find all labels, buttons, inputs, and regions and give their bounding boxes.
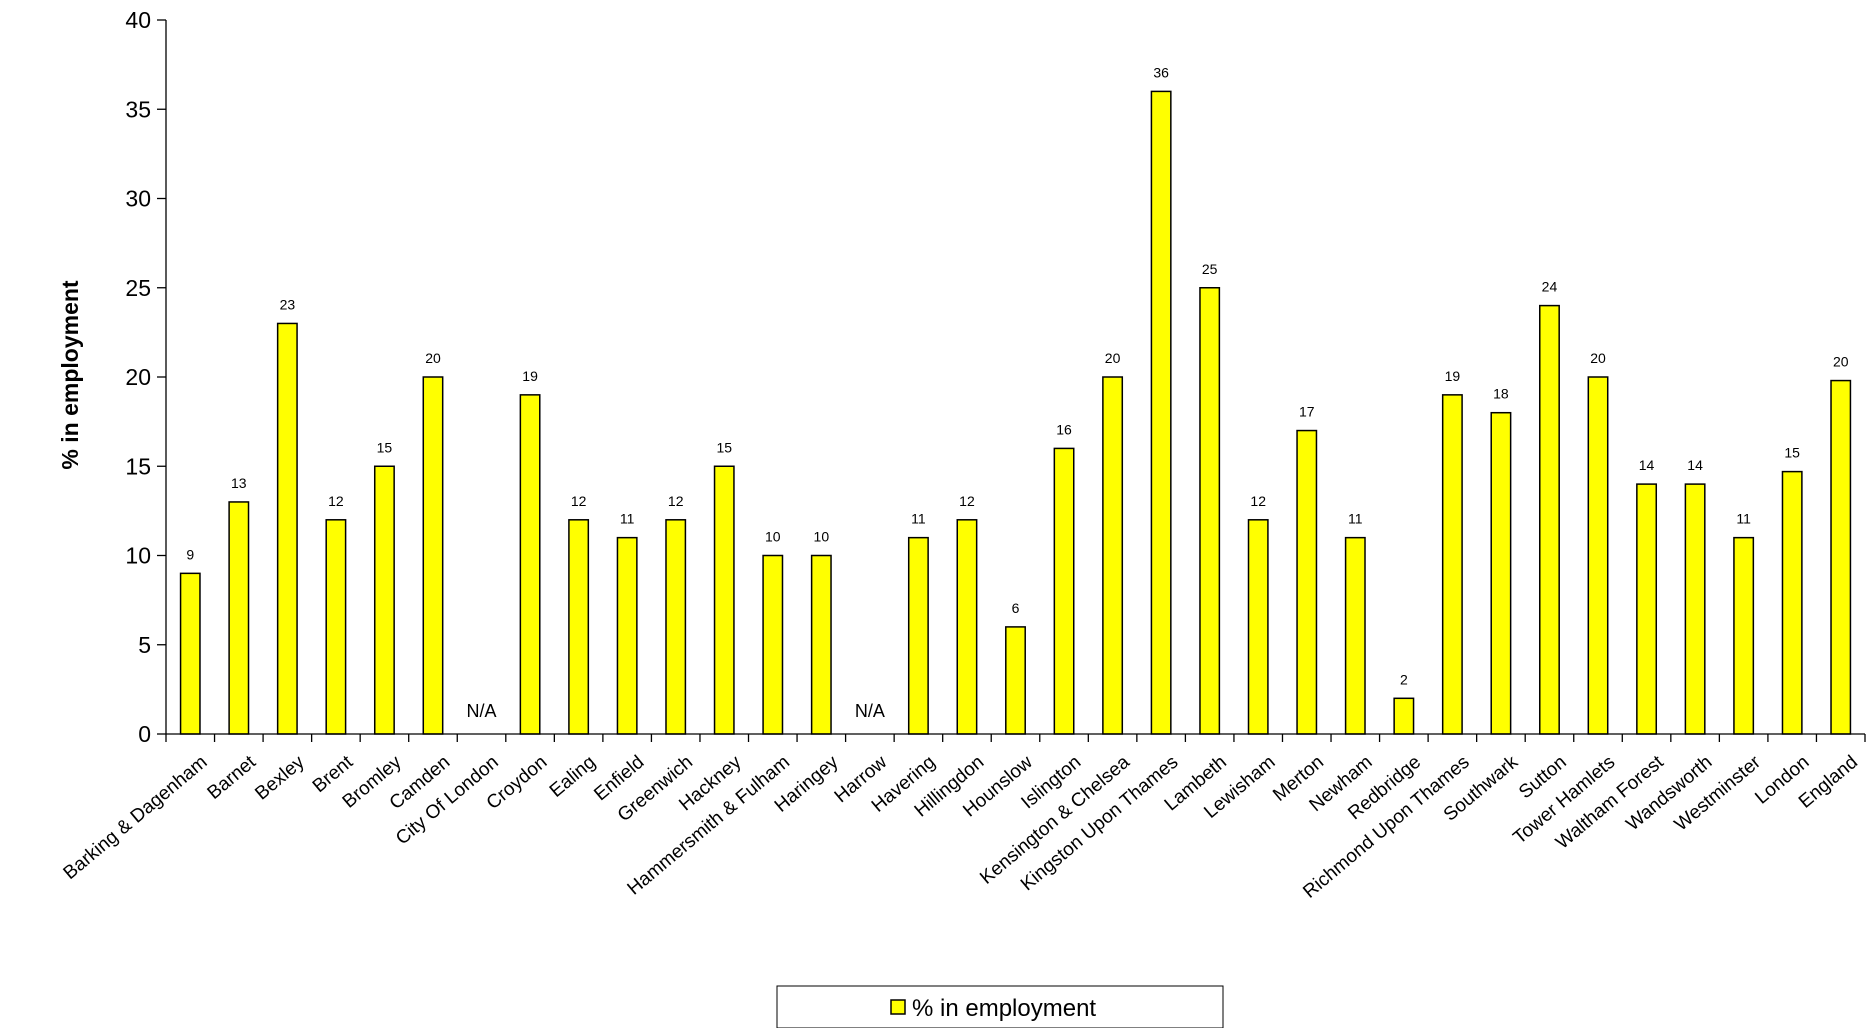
bar-value-label-na: N/A bbox=[467, 701, 497, 721]
bar-value-label: 11 bbox=[911, 511, 926, 527]
bar bbox=[1053, 447, 1075, 735]
bar bbox=[1247, 519, 1269, 735]
y-tick-label: 5 bbox=[138, 632, 151, 658]
bar-value-label: 25 bbox=[1202, 261, 1218, 277]
bar bbox=[179, 572, 201, 735]
bar-value-label: 20 bbox=[1105, 350, 1121, 366]
x-category-label: Barnet bbox=[204, 751, 261, 804]
bar-value-label: 15 bbox=[1784, 445, 1800, 461]
y-tick-label: 30 bbox=[125, 186, 151, 212]
bar bbox=[1441, 394, 1463, 735]
bar bbox=[1102, 376, 1124, 735]
bar bbox=[956, 519, 978, 735]
bar-value-label-na: N/A bbox=[855, 701, 885, 721]
bar-value-label: 11 bbox=[1348, 511, 1363, 527]
bar bbox=[1636, 483, 1658, 735]
bar bbox=[568, 519, 590, 735]
bar-value-label: 23 bbox=[280, 296, 296, 312]
y-tick-label: 25 bbox=[125, 275, 151, 301]
bar bbox=[1587, 376, 1609, 735]
bars-group bbox=[179, 90, 1852, 735]
y-tick-label: 15 bbox=[125, 453, 151, 479]
bar-value-label: 20 bbox=[1590, 350, 1606, 366]
bar bbox=[713, 465, 735, 735]
bar bbox=[616, 536, 638, 735]
data-labels-group: 9 13 23 12 15 20 N/A 19 12 11 12 15 10 10 N/A 11 12 6 16 20… bbox=[186, 64, 1848, 721]
bar bbox=[1199, 287, 1221, 735]
bar bbox=[276, 322, 298, 735]
bar-value-label: 10 bbox=[814, 529, 830, 545]
y-tick-label: 35 bbox=[125, 96, 151, 122]
bar bbox=[1344, 536, 1366, 735]
bar-value-label: 20 bbox=[425, 350, 441, 366]
bar bbox=[422, 376, 444, 735]
bar bbox=[1539, 304, 1560, 735]
legend-box bbox=[776, 985, 1224, 1028]
y-tick-label: 0 bbox=[138, 721, 151, 747]
bar-value-label: 20 bbox=[1833, 354, 1849, 370]
bar bbox=[1781, 470, 1803, 735]
x-category-label: Barking & Dagenham bbox=[60, 752, 212, 884]
bar-value-label: 12 bbox=[1250, 493, 1266, 509]
bar bbox=[907, 536, 929, 735]
bar-value-label: 14 bbox=[1639, 457, 1655, 473]
bar bbox=[1830, 379, 1852, 735]
bar-value-label: 6 bbox=[1012, 600, 1020, 616]
bar-value-label: 15 bbox=[716, 439, 732, 455]
bar bbox=[373, 465, 395, 735]
bar bbox=[1684, 483, 1706, 735]
bar-value-label: 12 bbox=[668, 493, 684, 509]
legend: % in employment bbox=[776, 985, 1224, 1028]
bar-value-label: 15 bbox=[377, 439, 393, 455]
bar bbox=[762, 554, 784, 735]
bar-value-label: 9 bbox=[186, 546, 194, 562]
bar-value-label: 11 bbox=[620, 511, 635, 527]
bar bbox=[325, 519, 347, 735]
y-tick-label: 20 bbox=[125, 364, 151, 390]
y-tick-label: 40 bbox=[125, 7, 151, 33]
x-category-label: Bexley bbox=[251, 751, 309, 804]
bar-value-label: 17 bbox=[1299, 404, 1315, 420]
bar-value-label: 12 bbox=[571, 493, 587, 509]
legend-label: % in employment bbox=[912, 995, 1096, 1022]
bar-value-label: 19 bbox=[1445, 368, 1461, 384]
bar-value-label: 18 bbox=[1493, 386, 1509, 402]
bar-value-label: 12 bbox=[328, 493, 344, 509]
y-tick-label: 10 bbox=[125, 543, 151, 569]
bar-value-label: 16 bbox=[1056, 421, 1072, 437]
bar bbox=[665, 519, 687, 735]
bar-value-label: 36 bbox=[1153, 64, 1169, 80]
legend-swatch bbox=[890, 999, 906, 1015]
x-category-label: Ealing bbox=[546, 752, 600, 802]
bar bbox=[1490, 411, 1512, 735]
bar bbox=[1733, 536, 1755, 735]
y-axis: 0 5 10 15 20 25 30 35 40 bbox=[125, 7, 167, 747]
bar bbox=[519, 394, 541, 735]
bar bbox=[1005, 626, 1026, 735]
bar-value-label: 19 bbox=[522, 368, 538, 384]
bar-value-label: 14 bbox=[1687, 457, 1703, 473]
y-axis-title: % in employment bbox=[57, 280, 83, 469]
bar bbox=[228, 501, 250, 735]
bar bbox=[810, 554, 832, 735]
bar bbox=[1296, 429, 1318, 735]
bar-value-label: 13 bbox=[231, 475, 247, 491]
bar bbox=[1393, 697, 1415, 735]
bar-value-label: 12 bbox=[959, 493, 975, 509]
bar-value-label: 2 bbox=[1400, 671, 1408, 687]
bar-value-label: 10 bbox=[765, 529, 781, 545]
bar-value-label: 24 bbox=[1542, 279, 1558, 295]
bar-value-label: 11 bbox=[1736, 511, 1751, 527]
bar bbox=[1150, 90, 1172, 735]
